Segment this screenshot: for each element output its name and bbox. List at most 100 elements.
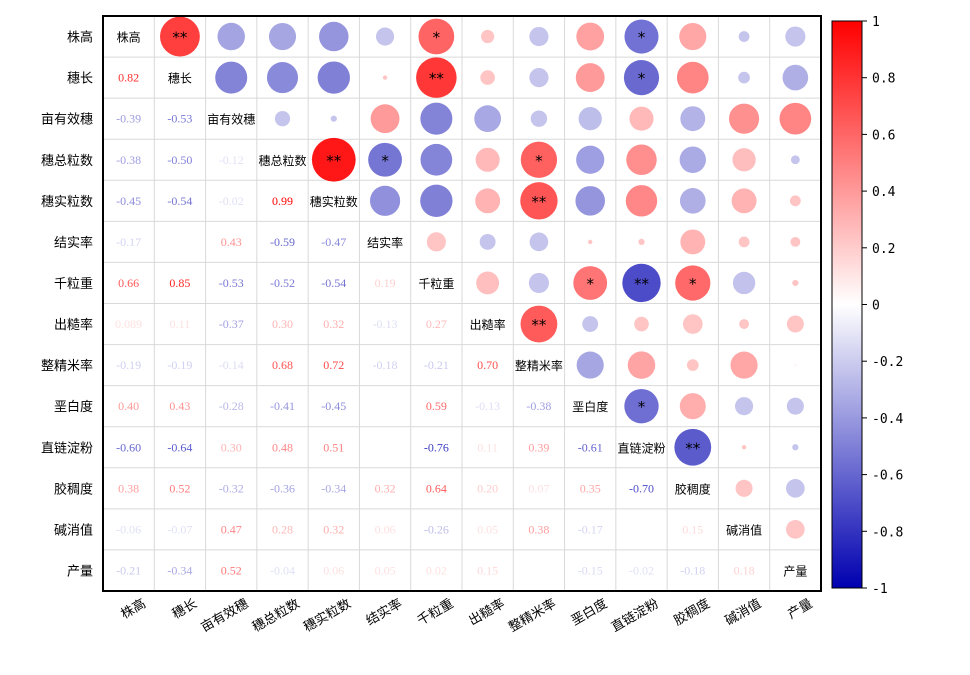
diagonal-label: 穗总粒数 <box>258 153 306 168</box>
correlation-value: 0.48 <box>272 440 293 454</box>
correlation-value: -0.21 <box>424 358 449 372</box>
correlation-value: -0.61 <box>578 440 603 454</box>
correlation-circle <box>529 26 549 47</box>
correlation-circle <box>680 229 706 255</box>
correlation-circle <box>416 57 457 98</box>
x-tick-label: 出糙率 <box>466 596 508 629</box>
correlation-value: 0.05 <box>477 522 498 536</box>
correlation-circle <box>629 106 654 131</box>
correlation-value: -0.17 <box>116 235 141 249</box>
significance-mark: * <box>535 152 543 170</box>
correlation-value: -0.13 <box>373 317 398 331</box>
colorbar-tick-label: -1 <box>872 582 888 597</box>
diagonal-label: 碱消值 <box>726 522 762 537</box>
diagonal-label: 胶稠度 <box>675 481 711 496</box>
correlation-value: 0.38 <box>118 481 139 495</box>
y-tick-label: 穗总粒数 <box>41 154 93 169</box>
correlation-value: 0.07 <box>528 481 549 495</box>
correlation-circle <box>779 102 812 135</box>
correlation-circle <box>792 444 799 451</box>
correlation-circle <box>730 351 758 379</box>
correlation-value: -0.70 <box>629 481 654 495</box>
correlation-value: 0.02 <box>426 563 447 577</box>
diagonal-label: 株高 <box>117 30 141 45</box>
correlation-circle <box>529 232 549 252</box>
colorbar-tick-label: 1 <box>872 15 880 30</box>
correlation-value: 0.27 <box>426 317 447 331</box>
correlation-value: -0.32 <box>219 481 244 495</box>
significance-mark: ** <box>326 152 342 170</box>
correlation-circle <box>738 31 750 42</box>
correlation-circle <box>311 137 356 182</box>
correlation-circle <box>575 63 605 93</box>
correlation-circle <box>686 359 699 371</box>
correlation-value: 0.19 <box>375 276 396 290</box>
x-tick-label: 碱消值 <box>722 596 764 629</box>
correlation-circle <box>782 64 809 91</box>
significance-mark: ** <box>634 275 650 293</box>
correlation-circle <box>588 239 593 245</box>
correlation-circle <box>426 232 446 252</box>
correlation-marks: ** * *** *** * **** ** ******0.82-0.39 -0.53-0.3… <box>115 16 812 577</box>
correlation-value: -0.21 <box>116 563 141 577</box>
correlation-value: 0.05 <box>375 563 396 577</box>
diagonal-label: 亩有效穗 <box>207 112 255 127</box>
correlation-value: -0.17 <box>578 522 603 536</box>
correlation-value: 0.39 <box>528 440 549 454</box>
correlation-circle <box>786 520 805 539</box>
correlation-circle <box>330 115 337 122</box>
correlation-value: -0.59 <box>270 235 295 249</box>
y-tick-label: 千粒重 <box>54 276 93 292</box>
correlation-circle <box>792 279 799 287</box>
correlation-value: 0.38 <box>528 522 549 536</box>
colorbar-gradient <box>831 20 863 589</box>
y-tick-label: 碱消值 <box>54 522 93 538</box>
y-tick-label: 亩有效穗 <box>41 112 93 128</box>
correlation-value: -0.39 <box>116 112 141 126</box>
correlation-value: 0.66 <box>118 276 139 290</box>
correlation-circle <box>268 22 297 51</box>
correlation-value: 0.11 <box>477 440 498 454</box>
correlation-value: 0.85 <box>169 276 190 290</box>
correlation-circle <box>480 70 495 85</box>
diagonal-label: 结实率 <box>367 235 403 250</box>
correlation-circle <box>420 102 453 135</box>
significance-mark: * <box>689 275 697 293</box>
colorbar-tick-label: 0.6 <box>872 128 895 143</box>
x-tick-label: 整精米率 <box>506 596 559 636</box>
significance-mark: * <box>381 152 389 170</box>
diagonal-label: 直链淀粉 <box>617 440 665 455</box>
correlation-value: -0.54 <box>321 276 346 290</box>
correlation-circle <box>741 445 747 450</box>
correlation-value: -0.14 <box>219 358 244 372</box>
correlation-circle <box>317 61 350 94</box>
correlation-value: -0.41 <box>270 399 295 413</box>
grid-lines <box>103 16 821 591</box>
correlation-circle <box>520 141 558 178</box>
correlation-circle <box>319 21 349 52</box>
correlation-value: -0.45 <box>321 399 346 413</box>
correlation-circle <box>479 233 496 250</box>
correlation-value: -0.47 <box>321 235 346 249</box>
correlation-value: -0.53 <box>167 112 192 126</box>
y-tick-label: 结实率 <box>54 235 93 251</box>
correlation-circle <box>520 182 558 220</box>
correlation-circle <box>420 143 453 176</box>
diagonal-label: 穗长 <box>168 72 192 86</box>
correlation-circle <box>679 146 706 173</box>
correlation-circle <box>528 272 550 294</box>
correlation-value: 0.47 <box>221 522 242 536</box>
correlation-value: 0.99 <box>272 194 293 208</box>
correlation-circle <box>790 155 800 165</box>
x-tick-label: 垩白度 <box>568 596 610 629</box>
correlation-value: 0.06 <box>375 522 396 536</box>
correlation-value: -0.19 <box>116 358 141 372</box>
correlation-value: 0.68 <box>272 358 293 372</box>
correlation-circle <box>475 147 500 172</box>
correlation-circle <box>638 238 645 246</box>
significance-mark: * <box>433 29 441 47</box>
significance-mark: ** <box>531 193 547 211</box>
colorbar-tick-label: 0.4 <box>872 185 896 200</box>
correlation-value: -0.04 <box>270 563 295 577</box>
